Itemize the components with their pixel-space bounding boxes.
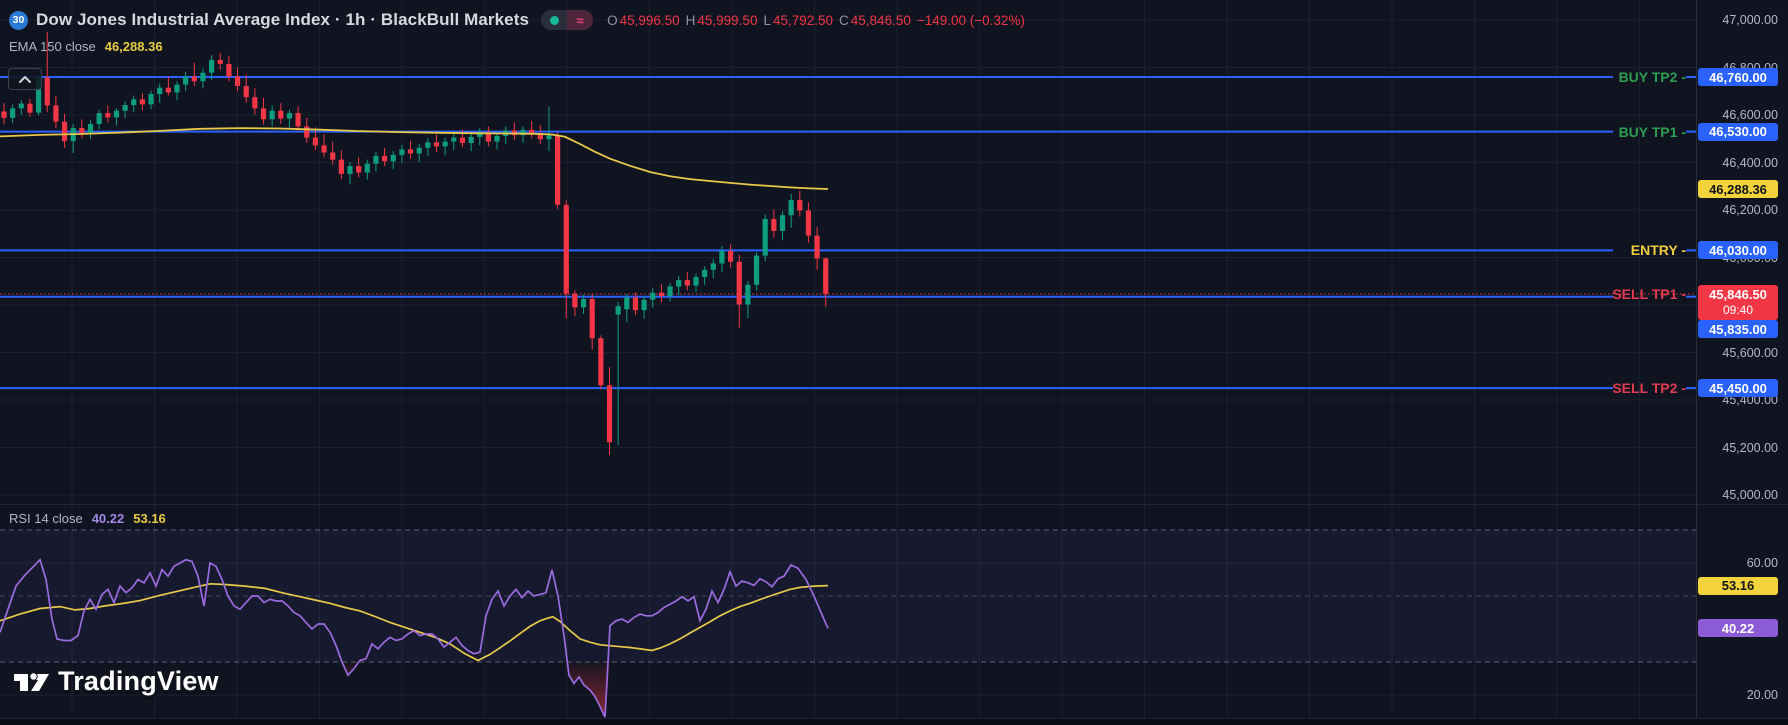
symbol-header: 30 Dow Jones Industrial Average Index · … xyxy=(9,10,1025,30)
low-label: L xyxy=(763,12,771,28)
rsi-legend-label: RSI 14 close xyxy=(9,511,83,526)
price-axis-tick: 46,200.00 xyxy=(1722,203,1778,217)
market-status-pill[interactable]: ≈ xyxy=(541,10,594,30)
green-dot-icon xyxy=(549,15,559,25)
ema-legend-row[interactable]: EMA 150 close 46,288.36 xyxy=(9,39,163,54)
level-price-badge: 46,030.00 xyxy=(1698,241,1778,260)
rsi-ma-legend-value: 53.16 xyxy=(133,511,166,526)
level-price-badge: 45,835.00 xyxy=(1698,320,1778,339)
close-value: 45,846.50 xyxy=(850,12,911,28)
high-value: 45,999.50 xyxy=(697,12,758,28)
level-label-buy-tp1[interactable]: BUY TP1 - xyxy=(1618,123,1686,140)
rsi-value-badge-yellow: 53.16 xyxy=(1698,576,1778,595)
symbol-title[interactable]: Dow Jones Industrial Average Index · 1h … xyxy=(36,10,530,29)
rsi-axis-tick: 60.00 xyxy=(1746,556,1778,570)
level-label-sell-tp1[interactable]: SELL TP1 - xyxy=(1612,285,1686,302)
low-value: 45,792.50 xyxy=(772,12,834,28)
pane-collapse-button[interactable] xyxy=(8,68,42,90)
close-label: C xyxy=(839,12,849,28)
chevron-up-icon xyxy=(19,76,31,83)
rsi-legend-value: 40.22 xyxy=(91,511,125,526)
price-axis-tick: 45,000.00 xyxy=(1722,488,1778,502)
last-price-value: 45,846.50 xyxy=(1709,287,1767,303)
price-axis-tick: 45,600.00 xyxy=(1722,345,1778,360)
open-label: O xyxy=(607,12,618,28)
rsi-legend-row[interactable]: RSI 14 close 40.22 53.16 xyxy=(9,511,166,526)
ema-legend-label: EMA 150 close xyxy=(9,39,96,54)
level-price-badge: 46,530.00 xyxy=(1698,122,1778,141)
ema-value-badge: 46,288.36 xyxy=(1698,180,1778,198)
ohlc-readout: O 45,996.50 H 45,999.50 L 45,792.50 C 45,846… xyxy=(607,13,1025,28)
ema-legend-value: 46,288.36 xyxy=(104,39,163,54)
open-value: 45,996.50 xyxy=(619,12,680,28)
rsi-axis-tick: 20.00 xyxy=(1746,688,1778,702)
price-axis-tick: 45,200.00 xyxy=(1722,440,1778,455)
delayed-data-icon: ≈ xyxy=(567,10,594,30)
level-label-buy-tp2[interactable]: BUY TP2 - xyxy=(1618,69,1686,85)
level-price-badge: 45,450.00 xyxy=(1698,379,1778,398)
bar-countdown: 09:40 xyxy=(1722,303,1754,318)
level-label-entry[interactable]: ENTRY - xyxy=(1630,242,1686,259)
market-open-indicator xyxy=(541,10,568,30)
level-label-sell-tp2[interactable]: SELL TP2 - xyxy=(1612,380,1686,397)
ideas-count-badge[interactable]: 30 xyxy=(9,10,28,30)
high-label: H xyxy=(685,12,696,28)
change-value: −149.00 (−0.32%) xyxy=(916,12,1025,28)
tradingview-logo-text: TradingView xyxy=(58,666,219,696)
last-price-badge: 45,846.50 09:40 xyxy=(1698,284,1778,320)
price-axis-tick: 46,400.00 xyxy=(1722,155,1778,170)
tradingview-logo[interactable]: TradingView xyxy=(12,666,219,697)
price-axis-tick: 47,000.00 xyxy=(1722,13,1778,27)
level-price-badge: 46,760.00 xyxy=(1698,68,1778,86)
price-axis-tick: 46,600.00 xyxy=(1722,108,1778,122)
tradingview-mark-icon xyxy=(12,671,50,692)
time-axis-strip[interactable] xyxy=(0,718,1788,725)
rsi-value-badge-purple: 40.22 xyxy=(1698,619,1778,638)
